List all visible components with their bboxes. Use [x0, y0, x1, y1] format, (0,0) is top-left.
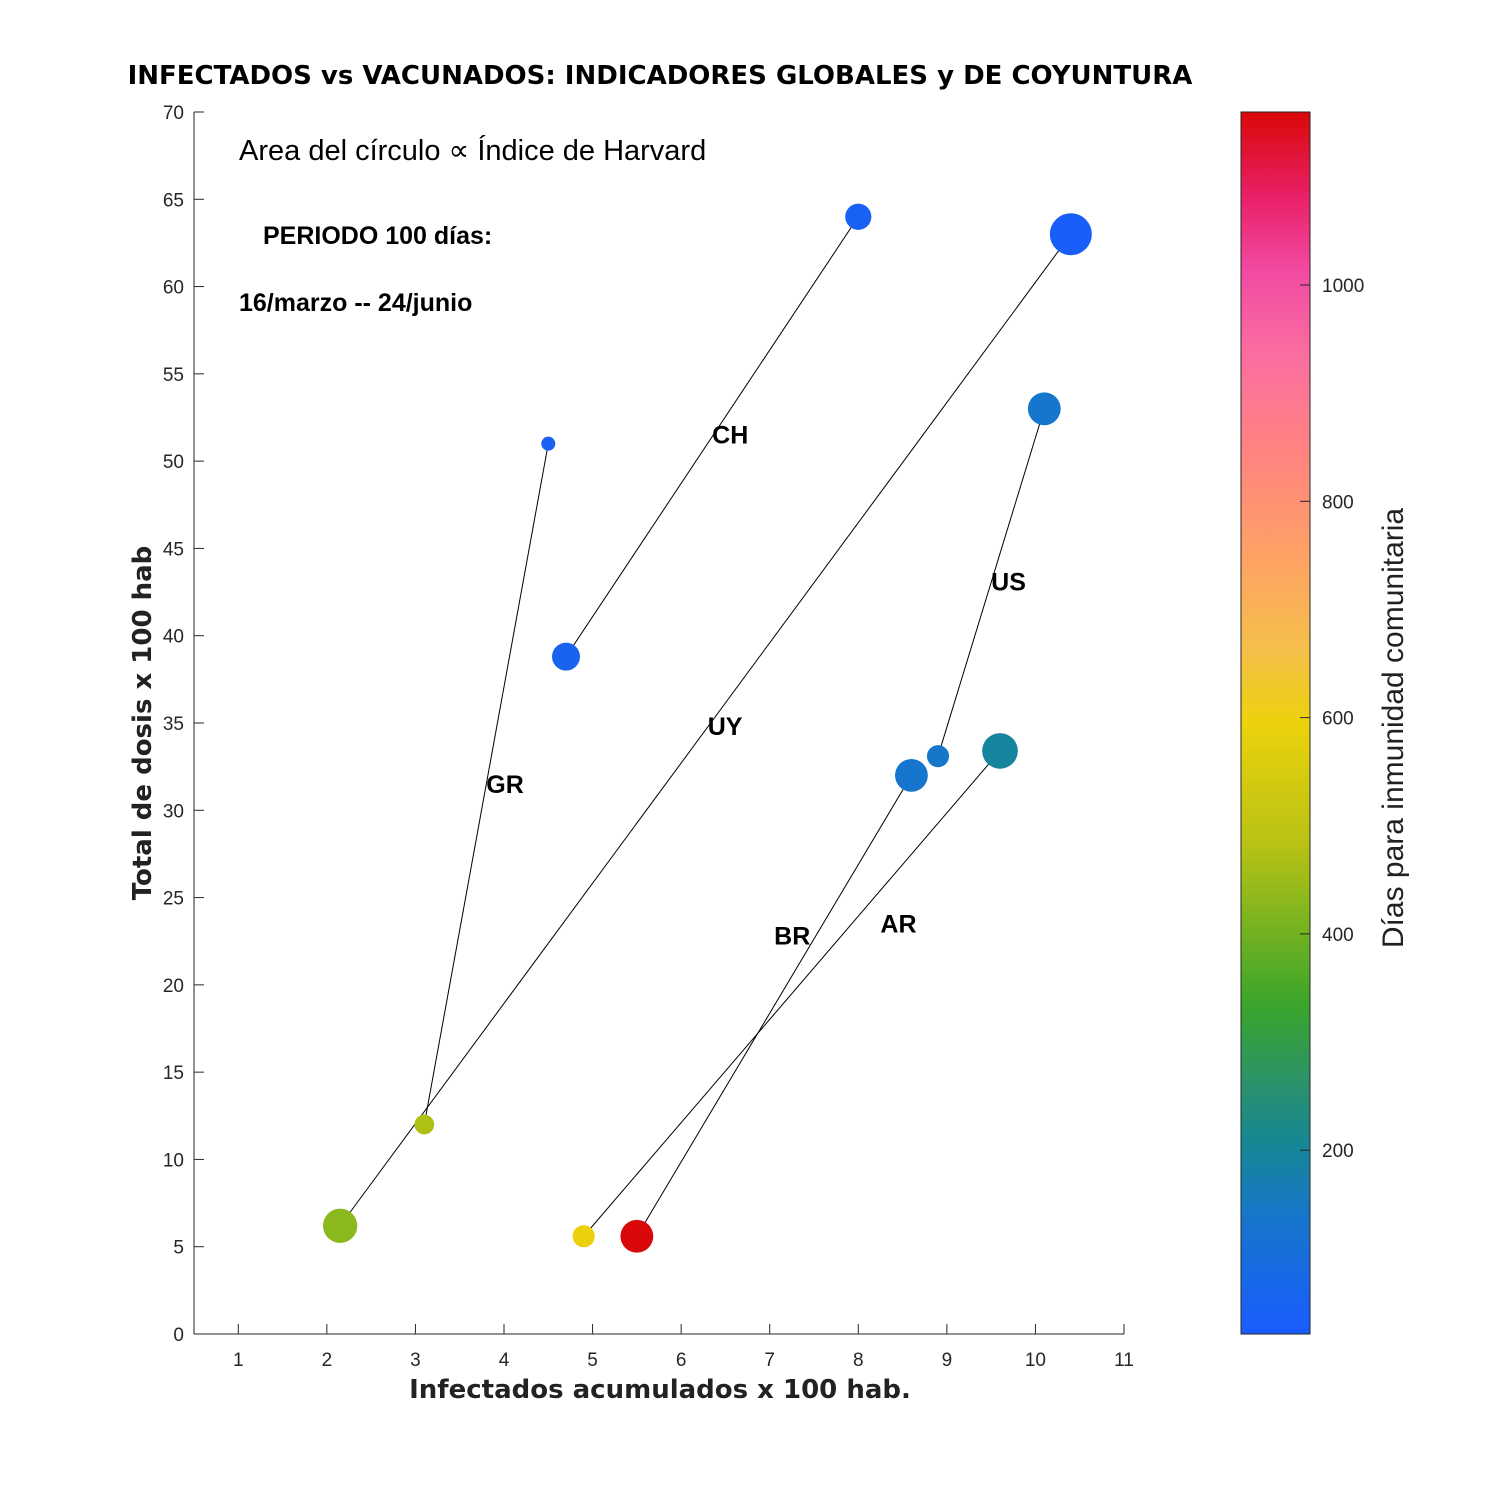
colorbar-tick-label: 400 — [1322, 925, 1354, 946]
period-label: PERIODO 100 días: — [263, 222, 492, 250]
x-tick-label: 2 — [322, 1350, 333, 1371]
y-tick-label: 25 — [163, 889, 184, 910]
y-tick-label: 35 — [163, 714, 184, 735]
x-tick-label: 6 — [676, 1350, 687, 1371]
colorbar-tick-label: 800 — [1322, 492, 1354, 513]
y-tick-label: 40 — [163, 627, 184, 648]
x-axis-label: Infectados acumulados x 100 hab. — [409, 1375, 911, 1405]
y-tick-label: 70 — [163, 103, 184, 124]
point-uy-end — [1049, 213, 1092, 256]
trajectory-lines — [339, 216, 1072, 1237]
label-br: BR — [774, 923, 810, 951]
y-ticks: 0 5 10 15 20 25 30 35 40 45 50 55 60 65 70 — [163, 103, 204, 1346]
y-tick-label: 55 — [163, 365, 184, 386]
y-tick-label: 60 — [163, 278, 184, 299]
point-gr-start — [414, 1114, 435, 1135]
x-tick-label: 3 — [410, 1350, 421, 1371]
y-axis-label: Total de dosis x 100 hab — [128, 546, 158, 901]
line-uy — [339, 233, 1072, 1227]
line-us — [937, 408, 1045, 757]
data-points — [322, 203, 1092, 1253]
point-ch-end — [845, 203, 872, 230]
point-br-end — [895, 758, 928, 792]
y-tick-label: 65 — [163, 190, 184, 211]
colorbar-label: Días para inmunidad comunitaria — [1377, 508, 1410, 949]
chart-title: INFECTADOS vs VACUNADOS: INDICADORES GLO… — [128, 61, 1193, 91]
x-tick-label: 9 — [942, 1350, 953, 1371]
y-tick-label: 5 — [173, 1238, 184, 1259]
point-us-start — [926, 745, 950, 768]
y-tick-label: 45 — [163, 539, 184, 560]
label-ch: CH — [712, 422, 748, 450]
y-tick-label: 0 — [173, 1325, 184, 1346]
x-tick-label: 5 — [587, 1350, 598, 1371]
y-tick-label: 50 — [163, 452, 184, 473]
line-ar — [583, 750, 1001, 1237]
label-gr: GR — [486, 771, 524, 799]
colorbar-ticks: 200 400 600 800 1000 — [1300, 276, 1364, 1162]
x-tick-label: 11 — [1114, 1350, 1134, 1371]
point-gr-end — [541, 436, 556, 451]
legend-note: Area del círculo ∝ Índice de Harvard — [239, 134, 706, 167]
y-tick-label: 30 — [163, 801, 184, 822]
x-tick-label: 7 — [764, 1350, 775, 1371]
x-tick-label: 8 — [853, 1350, 864, 1371]
x-tick-label: 10 — [1025, 1350, 1046, 1371]
line-gr — [423, 443, 549, 1125]
y-tick-label: 15 — [163, 1063, 184, 1084]
country-labels: GR CH UY US BR AR — [486, 422, 1026, 951]
point-us-end — [1027, 392, 1061, 426]
line-br — [636, 775, 912, 1237]
date-range: 16/marzo -- 24/junio — [239, 289, 472, 317]
x-tick-label: 4 — [499, 1350, 510, 1371]
label-us: US — [991, 568, 1026, 596]
colorbar: 200 400 600 800 1000 Días para inmunidad com… — [1240, 111, 1410, 1335]
y-tick-label: 10 — [163, 1150, 184, 1171]
label-uy: UY — [708, 713, 743, 741]
y-tick-label: 20 — [163, 976, 184, 997]
x-tick-label: 1 — [233, 1350, 244, 1371]
point-br-start — [620, 1219, 654, 1253]
point-ar-end — [982, 733, 1018, 769]
colorbar-tick-label: 200 — [1322, 1141, 1354, 1162]
colorbar-tick-label: 1000 — [1322, 276, 1364, 297]
x-ticks: 1 2 3 4 5 6 7 8 9 10 11 — [233, 1324, 1134, 1371]
point-ch-start — [552, 642, 580, 671]
colorbar-tick-label: 600 — [1322, 709, 1354, 730]
colorbar-gradient — [1240, 111, 1311, 1335]
point-uy-start — [322, 1208, 358, 1243]
point-ar-start — [572, 1225, 595, 1248]
label-ar: AR — [880, 910, 916, 938]
line-ch — [565, 216, 859, 657]
